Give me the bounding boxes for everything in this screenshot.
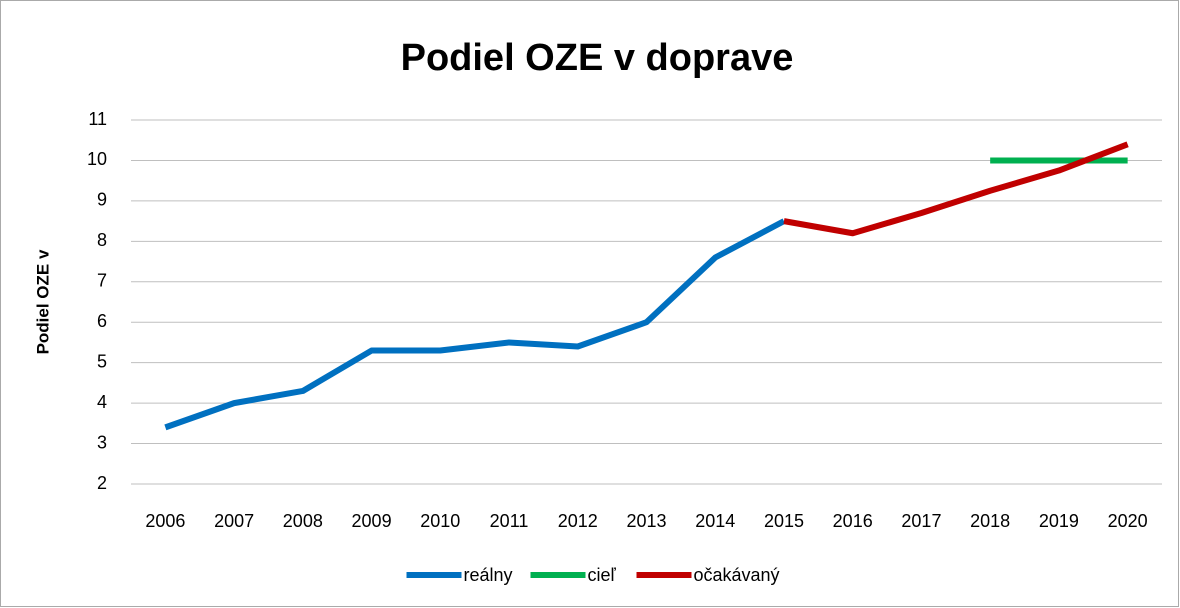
x-tick-label: 2012 (558, 511, 598, 531)
legend-label: očakávaný (694, 565, 780, 585)
legend-label: reálny (464, 565, 513, 585)
y-tick-label: 4 (97, 392, 107, 412)
x-tick-label: 2006 (145, 511, 185, 531)
y-tick-label: 3 (97, 432, 107, 452)
y-tick-label: 7 (97, 271, 107, 291)
x-tick-label: 2017 (901, 511, 941, 531)
y-tick-label: 9 (97, 190, 107, 210)
x-tick-label: 2016 (833, 511, 873, 531)
y-tick-label: 10 (87, 149, 107, 169)
y-axis-label: Podiel OZE v (33, 249, 52, 354)
y-tick-label: 6 (97, 311, 107, 331)
line-series (164, 218, 786, 431)
y-tick-label: 8 (97, 230, 107, 250)
x-tick-label: 2010 (420, 511, 460, 531)
y-tick-label: 11 (88, 109, 107, 129)
y-tick-label: 2 (97, 473, 107, 493)
x-tick-label: 2009 (352, 511, 392, 531)
x-tick-label: 2011 (490, 511, 529, 531)
line-series (783, 141, 1129, 237)
x-tick-label: 2020 (1108, 511, 1148, 531)
legend-label: cieľ (588, 565, 617, 585)
x-tick-label: 2018 (970, 511, 1010, 531)
x-tick-label: 2019 (1039, 511, 1079, 531)
x-tick-label: 2014 (695, 511, 735, 531)
x-tick-label: 2015 (764, 511, 804, 531)
x-tick-label: 2008 (283, 511, 323, 531)
x-tick-label: 2013 (626, 511, 666, 531)
x-tick-label: 2007 (214, 511, 254, 531)
chart-title: Podiel OZE v doprave (401, 37, 794, 79)
y-tick-label: 5 (97, 351, 107, 371)
